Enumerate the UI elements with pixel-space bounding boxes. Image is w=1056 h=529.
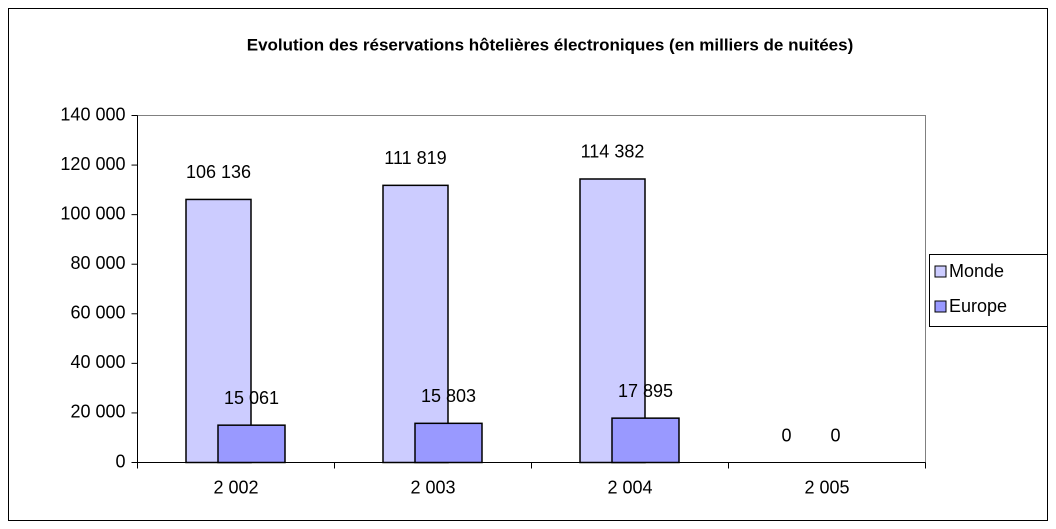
x-tick-label: 2 005 [804,477,849,497]
data-label: 15 061 [224,388,279,408]
bar [611,417,680,464]
legend-label: Europe [949,296,1007,316]
y-tick-label: 0 [115,451,125,471]
y-tick-label: 140 000 [60,104,125,124]
y-tick-label: 120 000 [60,154,125,174]
legend-swatch [934,300,947,313]
bar [185,198,252,464]
bar [414,422,483,464]
y-tick-label: 20 000 [70,402,125,422]
data-label: 0 [830,425,840,445]
data-label: 15 803 [421,386,476,406]
bar [382,184,449,464]
y-tick-label: 80 000 [70,253,125,273]
data-label: 0 [781,425,791,445]
legend-label: Monde [949,261,1004,281]
x-tick-label: 2 002 [213,477,258,497]
bar [217,424,286,464]
y-tick-label: 40 000 [70,352,125,372]
chart-title: Evolution des réservations hôtelières él… [247,35,854,54]
y-tick-label: 100 000 [60,203,125,223]
legend-frame [929,254,1048,327]
data-label: 106 136 [186,162,251,182]
data-label: 114 382 [581,142,645,162]
data-label: 17 895 [618,381,673,401]
plot-area [137,115,926,463]
bar [579,178,646,464]
x-tick-label: 2 004 [607,477,652,497]
x-tick-label: 2 003 [410,477,455,497]
data-label: 111 819 [384,148,446,168]
legend-swatch [934,265,947,278]
y-tick-label: 60 000 [70,303,125,323]
